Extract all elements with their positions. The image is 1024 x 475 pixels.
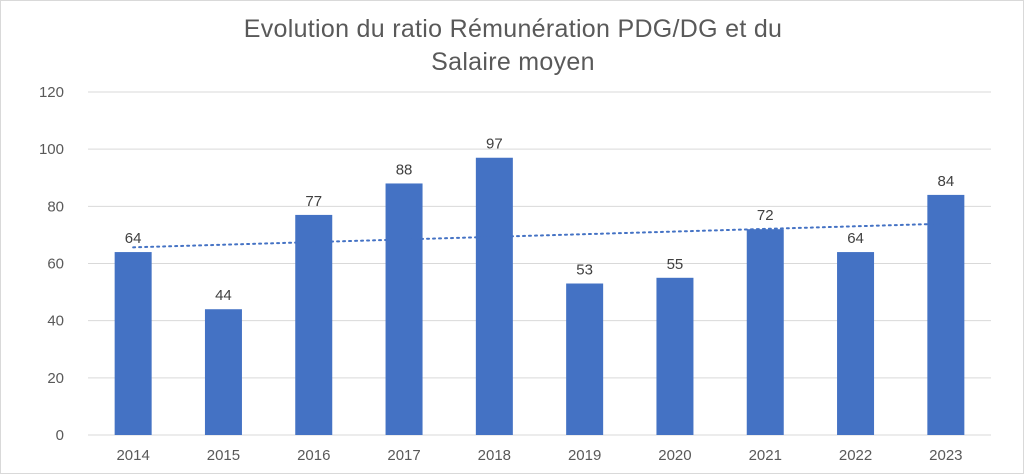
x-tick-label: 2022 xyxy=(839,447,872,464)
y-tick-label: 80 xyxy=(47,198,64,215)
x-tick-label: 2023 xyxy=(929,447,962,464)
y-tick-label: 60 xyxy=(47,256,64,273)
chart-title-line-2: Salaire moyen xyxy=(431,48,595,76)
x-tick-label: 2020 xyxy=(658,447,691,464)
bar xyxy=(746,229,784,435)
y-tick-label: 40 xyxy=(47,313,64,330)
trendline xyxy=(132,222,947,249)
bar xyxy=(837,252,875,435)
chart-title-line-1: Evolution du ratio Rémunération PDG/DG e… xyxy=(243,15,783,43)
data-label: 55 xyxy=(667,256,684,273)
bar xyxy=(204,309,242,435)
data-label: 53 xyxy=(576,262,593,279)
x-tick-label: 2021 xyxy=(749,447,782,464)
y-tick-label: 20 xyxy=(47,370,64,387)
x-tick-label: 2016 xyxy=(297,447,330,464)
x-tick-label: 2015 xyxy=(207,447,240,464)
chart-title: Evolution du ratio Rémunération PDG/DG e… xyxy=(1,13,1024,79)
y-tick-label: 100 xyxy=(39,141,64,158)
x-tick-label: 2017 xyxy=(387,447,420,464)
y-tick-label: 120 xyxy=(39,84,64,101)
bar xyxy=(566,283,604,435)
data-label: 44 xyxy=(215,287,232,304)
data-label: 88 xyxy=(396,161,413,178)
data-label: 77 xyxy=(305,193,322,210)
x-tick-label: 2014 xyxy=(116,447,149,464)
bar xyxy=(656,277,694,435)
data-label: 72 xyxy=(757,207,774,224)
bar xyxy=(927,194,965,435)
y-tick-label: 0 xyxy=(56,427,64,444)
x-tick-label: 2018 xyxy=(478,447,511,464)
bar xyxy=(385,183,423,435)
data-label: 97 xyxy=(486,136,503,153)
data-label: 84 xyxy=(938,173,955,190)
bar xyxy=(475,157,513,435)
data-label: 64 xyxy=(125,230,142,247)
x-tick-label: 2019 xyxy=(568,447,601,464)
bar xyxy=(295,214,333,435)
bar xyxy=(114,252,152,435)
data-label: 64 xyxy=(847,230,864,247)
